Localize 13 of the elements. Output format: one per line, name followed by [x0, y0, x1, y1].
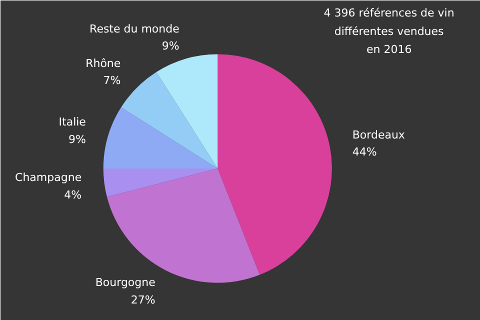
slice-label: Bordeaux	[352, 128, 406, 142]
data-label: 9%	[162, 39, 180, 52]
data-label: 4%	[64, 188, 82, 202]
slice-label: Reste du monde	[90, 22, 180, 36]
slice-label: Italie	[58, 116, 86, 129]
chart-title: 4 396 références de vin différentes vendues en 2016	[324, 6, 454, 56]
slice-label: Bourgogne	[95, 276, 156, 290]
data-label: 44%	[352, 145, 377, 158]
slice-label: Rhône	[86, 57, 121, 70]
data-label: 9%	[68, 132, 86, 146]
data-label: 7%	[103, 74, 121, 88]
data-label: 27%	[130, 293, 156, 306]
slice-label: Champagne	[15, 171, 82, 184]
